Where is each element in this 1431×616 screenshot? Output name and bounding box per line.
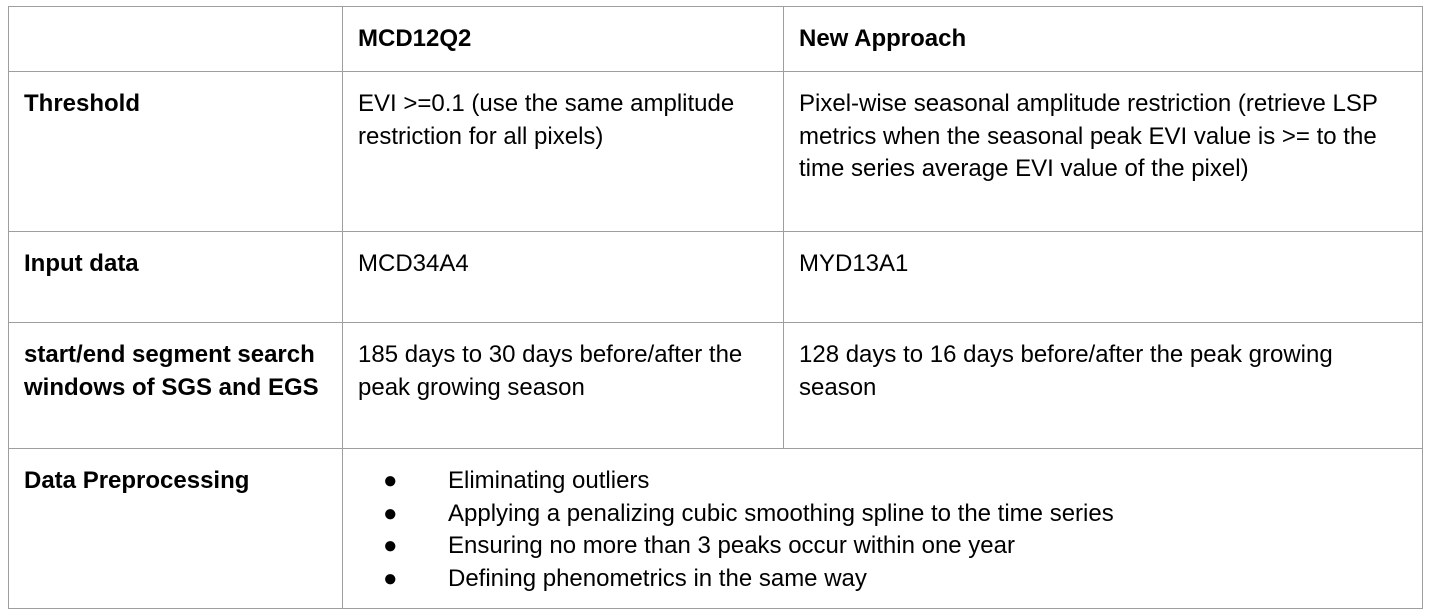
bullet-icon: ● [383, 564, 398, 592]
list-item-text: Defining phenometrics in the same way [448, 564, 867, 592]
header-new-approach: New Approach [783, 6, 1423, 72]
table-row-search-windows: start/end segment search windows of SGS … [8, 322, 1423, 449]
row-label-search-windows: start/end segment search windows of SGS … [8, 322, 343, 449]
row-label-threshold: Threshold [8, 71, 343, 232]
table-row-preprocessing: Data Preprocessing ● Eliminating outliers… [8, 448, 1423, 609]
comparison-table: MCD12Q2 New Approach Threshold EVI >=0.1… [8, 6, 1423, 609]
cell-search-windows-new-approach: 128 days to 16 days before/after the pea… [783, 322, 1423, 449]
list-item: ● Eliminating outliers [383, 465, 1408, 498]
cell-search-windows-mcd12q2: 185 days to 30 days before/after the pea… [342, 322, 784, 449]
bullet-icon: ● [383, 499, 398, 527]
cell-input-data-mcd12q2: MCD34A4 [342, 231, 784, 323]
header-empty-cell [8, 6, 343, 72]
cell-input-data-new-approach: MYD13A1 [783, 231, 1423, 323]
cell-threshold-new-approach: Pixel-wise seasonal amplitude restrictio… [783, 71, 1423, 232]
header-mcd12q2: MCD12Q2 [342, 6, 784, 72]
table-row-input-data: Input data MCD34A4 MYD13A1 [8, 231, 1423, 323]
bullet-icon: ● [383, 467, 398, 494]
list-item-text: Ensuring no more than 3 peaks occur with… [448, 532, 1015, 559]
list-item-text: Applying a penalizing cubic smoothing sp… [448, 499, 1114, 527]
preprocessing-list: ● Eliminating outliers ● Applying a penali… [358, 465, 1408, 595]
cell-threshold-mcd12q2: EVI >=0.1 (use the same amplitude restri… [342, 71, 784, 232]
cell-preprocessing-merged: ● Eliminating outliers ● Applying a penali… [342, 448, 1423, 609]
bullet-icon: ● [383, 532, 398, 559]
list-item: ● Applying a penalizing cubic smoothing s… [383, 498, 1408, 531]
list-item: ● Defining phenometrics in the same way [383, 563, 1408, 596]
table-row-threshold: Threshold EVI >=0.1 (use the same amplit… [8, 71, 1423, 232]
list-item-text: Eliminating outliers [448, 467, 650, 494]
list-item: ● Ensuring no more than 3 peaks occur wit… [383, 530, 1408, 563]
table-header-row: MCD12Q2 New Approach [8, 6, 1423, 72]
row-label-preprocessing: Data Preprocessing [8, 448, 343, 609]
row-label-input-data: Input data [8, 231, 343, 323]
